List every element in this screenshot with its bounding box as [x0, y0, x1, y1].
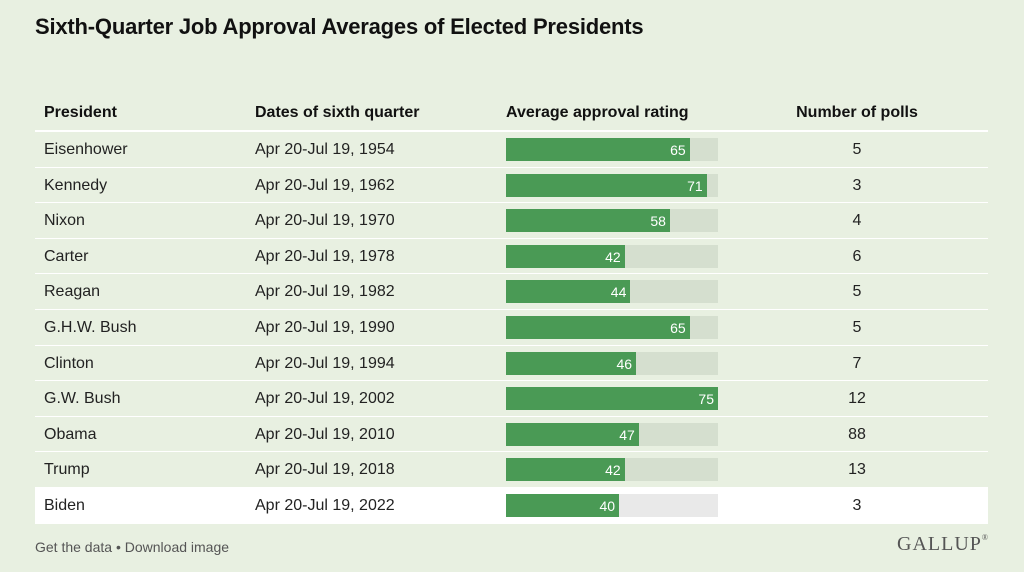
- poll-count: 5: [852, 283, 862, 301]
- header-approval: Average approval rating: [506, 104, 689, 121]
- table-row: Clinton Apr 20-Jul 19, 1994 46 7: [35, 346, 988, 382]
- approval-bar-track: 42: [506, 244, 718, 268]
- quarter-dates: Apr 20-Jul 19, 2018: [255, 461, 395, 479]
- poll-count: 88: [848, 425, 866, 443]
- president-name: Nixon: [44, 212, 85, 230]
- gallup-logo-text: GALLUP: [897, 533, 982, 555]
- approval-bar: 71: [506, 173, 707, 197]
- download-image-link[interactable]: Download image: [124, 539, 230, 555]
- approval-value-label: 65: [670, 319, 686, 336]
- president-name: Biden: [44, 496, 85, 514]
- table-row: G.H.W. Bush Apr 20-Jul 19, 1990 65 5: [35, 310, 988, 346]
- president-name: Carter: [44, 247, 89, 265]
- approval-value-label: 71: [687, 177, 703, 194]
- approval-bar: 44: [506, 280, 631, 304]
- approval-bar-track: 65: [506, 138, 718, 161]
- approval-bar: 42: [506, 458, 625, 482]
- approval-bar-track: 58: [506, 209, 718, 233]
- poll-count: 5: [852, 141, 862, 158]
- approval-bar-track: 75: [506, 387, 718, 411]
- president-name: G.H.W. Bush: [44, 318, 137, 336]
- approval-value-label: 46: [616, 355, 633, 372]
- approval-bar: 65: [506, 138, 690, 161]
- approval-value-label: 42: [605, 462, 621, 479]
- quarter-dates: Apr 20-Jul 19, 1978: [255, 247, 395, 265]
- quarter-dates: Apr 20-Jul 19, 2002: [255, 390, 395, 408]
- approval-bar-track: 42: [506, 458, 718, 482]
- quarter-dates: Apr 20-Jul 19, 1994: [255, 354, 395, 372]
- registered-mark: ®: [981, 533, 989, 542]
- quarter-dates: Apr 20-Jul 19, 1982: [255, 283, 395, 301]
- approval-bar-track: 65: [506, 315, 718, 339]
- poll-count: 3: [852, 176, 862, 194]
- approval-bar: 46: [506, 351, 637, 375]
- quarter-dates: Apr 20-Jul 19, 2022: [255, 496, 395, 514]
- table-row: Biden Apr 20-Jul 19, 2022 40 3: [35, 487, 988, 524]
- president-name: Obama: [44, 425, 97, 443]
- header-president: President: [44, 104, 117, 121]
- table-row: Eisenhower Apr 20-Jul 19, 1954 65 5: [35, 132, 988, 168]
- quarter-dates: Apr 20-Jul 19, 1954: [255, 141, 395, 158]
- approval-bar: 42: [506, 244, 625, 268]
- table-row: Reagan Apr 20-Jul 19, 1982 44 5: [35, 274, 988, 310]
- table-row: Obama Apr 20-Jul 19, 2010 47 88: [35, 417, 988, 453]
- table-row: Kennedy Apr 20-Jul 19, 1962 71 3: [35, 168, 988, 204]
- table-row: G.W. Bush Apr 20-Jul 19, 2002 75 12: [35, 381, 988, 417]
- poll-count: 3: [852, 496, 862, 514]
- poll-count: 12: [848, 390, 866, 408]
- approval-bar: 40: [506, 493, 620, 517]
- approval-bar-track: 47: [506, 422, 718, 446]
- quarter-dates: Apr 20-Jul 19, 1970: [255, 212, 395, 230]
- president-name: Reagan: [44, 283, 101, 301]
- table-body: Eisenhower Apr 20-Jul 19, 1954 65 5 Kennedy A…: [35, 132, 988, 524]
- poll-count: 4: [852, 212, 862, 230]
- approval-bar: 47: [506, 422, 639, 446]
- chart-title: Sixth-Quarter Job Approval Averages of E…: [35, 14, 644, 39]
- quarter-dates: Apr 20-Jul 19, 1962: [255, 176, 395, 194]
- president-name: Eisenhower: [44, 141, 128, 158]
- quarter-dates: Apr 20-Jul 19, 1990: [255, 318, 395, 336]
- table-row: Nixon Apr 20-Jul 19, 1970 58 4: [35, 203, 988, 239]
- approval-bar-track: 44: [506, 280, 718, 304]
- approval-bar-track: 71: [506, 173, 718, 197]
- footer-separator: •: [112, 539, 125, 555]
- president-name: Kennedy: [44, 176, 108, 194]
- poll-count: 13: [848, 461, 866, 479]
- approval-value-label: 65: [670, 142, 686, 158]
- approval-bar-track: 46: [506, 351, 718, 375]
- approval-value-label: 42: [605, 248, 621, 265]
- approval-table: President Dates of sixth quarter Average…: [35, 96, 988, 524]
- president-name: G.W. Bush: [44, 390, 121, 408]
- approval-bar: 58: [506, 209, 670, 233]
- president-name: Trump: [44, 461, 90, 479]
- header-polls: Number of polls: [796, 104, 918, 121]
- table-row: Carter Apr 20-Jul 19, 1978 42 6: [35, 239, 988, 275]
- president-name: Clinton: [44, 354, 94, 372]
- quarter-dates: Apr 20-Jul 19, 2010: [255, 425, 395, 443]
- poll-count: 6: [852, 247, 862, 265]
- approval-value-label: 75: [698, 391, 714, 408]
- approval-value-label: 47: [619, 426, 635, 443]
- get-data-link[interactable]: Get the data: [35, 539, 113, 555]
- approval-bar: 65: [506, 315, 690, 339]
- approval-bar: 75: [506, 387, 718, 411]
- header-dates: Dates of sixth quarter: [255, 104, 420, 121]
- poll-count: 5: [852, 318, 862, 336]
- approval-bar-track: 40: [506, 493, 718, 517]
- approval-value-label: 40: [599, 497, 616, 514]
- table-row: Trump Apr 20-Jul 19, 2018 42 13: [35, 452, 988, 488]
- table-header: President Dates of sixth quarter Average…: [35, 96, 988, 132]
- approval-value-label: 44: [610, 284, 627, 301]
- poll-count: 7: [852, 354, 862, 372]
- gallup-logo: GALLUP®: [897, 533, 989, 556]
- approval-value-label: 58: [650, 213, 666, 230]
- footer-links: Get the data • Download image: [35, 539, 229, 555]
